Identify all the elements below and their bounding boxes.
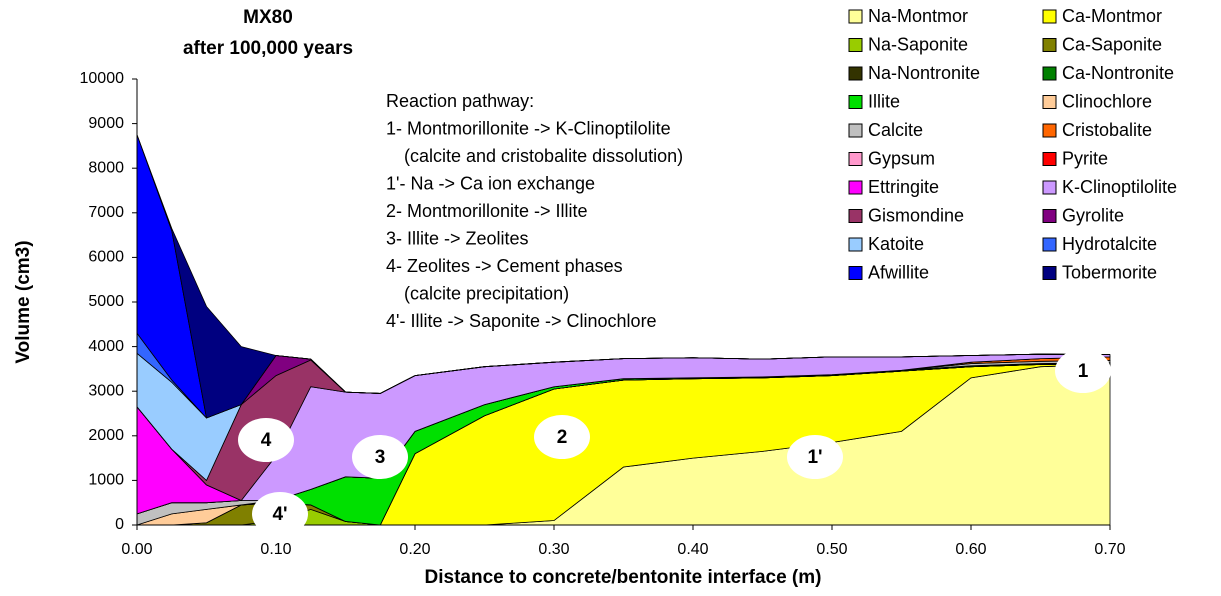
- legend-swatch: [848, 9, 863, 24]
- legend-swatch: [848, 180, 863, 195]
- annotation: 1'- Na -> Ca ion exchange: [386, 173, 595, 193]
- annotation: 2- Montmorillonite -> Illite: [386, 201, 588, 221]
- y-tick-label: 3000: [88, 382, 124, 399]
- marker-label: 2: [557, 427, 568, 448]
- y-tick-label: 1000: [88, 472, 124, 489]
- legend-label: Ca-Nontronite: [1062, 63, 1174, 83]
- marker-label: 4': [272, 504, 287, 525]
- marker-label: 1': [807, 447, 822, 468]
- legend-label: Calcite: [868, 120, 923, 140]
- legend-label: Na-Montmor: [868, 6, 968, 26]
- legend-swatch: [1042, 237, 1057, 252]
- x-tick-label: 0.20: [399, 541, 430, 558]
- legend-label: Cristobalite: [1062, 120, 1152, 140]
- marker-circle: [238, 418, 294, 462]
- legend-label: Katoite: [868, 234, 924, 254]
- legend-swatch: [1042, 95, 1057, 109]
- annotation: Reaction pathway:: [386, 91, 534, 111]
- legend-label: Na-Saponite: [868, 34, 968, 54]
- x-axis-title: Distance to concrete/bentonite interface…: [425, 567, 822, 588]
- marker-circle: [787, 435, 843, 479]
- x-tick-label: 0.70: [1094, 541, 1125, 558]
- legend-label: Ca-Montmor: [1062, 6, 1162, 26]
- legend-label: K-Clinoptilolite: [1062, 177, 1177, 197]
- legend-swatch: [1042, 38, 1057, 52]
- legend-label: Ettringite: [868, 177, 939, 197]
- legend-swatch: [1042, 266, 1057, 280]
- y-tick-label: 4000: [88, 338, 124, 355]
- legend-label: Gismondine: [868, 205, 964, 225]
- annotation: 1- Montmorillonite -> K-Clinoptilolite: [386, 118, 671, 138]
- annotation: 3- Illite -> Zeolites: [386, 228, 529, 248]
- y-tick-label: 6000: [88, 249, 124, 266]
- marker-label: 4: [261, 430, 272, 451]
- legend-swatch: [848, 123, 863, 138]
- legend-swatch: [848, 209, 863, 223]
- legend-label: Hydrotalcite: [1062, 234, 1157, 254]
- marker-label: 1: [1078, 361, 1089, 382]
- legend-swatch: [848, 66, 863, 81]
- marker-circle: [534, 415, 590, 459]
- x-tick-label: 0.10: [260, 541, 291, 558]
- plot-area: [136, 134, 1111, 526]
- y-tick-label: 7000: [88, 204, 124, 221]
- legend-swatch: [1042, 9, 1057, 24]
- annotation: (calcite precipitation): [404, 283, 569, 303]
- marker-circle: [1055, 349, 1111, 393]
- legend-swatch: [848, 95, 863, 109]
- annotation: 4'- Illite -> Saponite -> Clinochlore: [386, 311, 657, 331]
- marker-circle: [352, 435, 408, 479]
- y-tick-label: 10000: [80, 70, 125, 87]
- area: [136, 134, 1111, 419]
- legend-label: Gypsum: [868, 148, 935, 168]
- x-tick-label: 0.60: [955, 541, 986, 558]
- legend-swatch: [1042, 66, 1057, 81]
- annotation: 4- Zeolites -> Cement phases: [386, 256, 623, 276]
- x-tick-label: 0.30: [538, 541, 569, 558]
- x-tick-label: 0.40: [677, 541, 708, 558]
- legend-label: Pyrite: [1062, 148, 1108, 168]
- legend-swatch: [1042, 209, 1057, 223]
- legend-label: Clinochlore: [1062, 91, 1152, 111]
- legend-label: Ca-Saponite: [1062, 34, 1162, 54]
- chart-title: MX80: [243, 7, 293, 28]
- legend-swatch: [848, 266, 863, 280]
- chart-subtitle: after 100,000 years: [183, 38, 353, 59]
- x-tick-label: 0.50: [816, 541, 847, 558]
- legend-swatch: [848, 237, 863, 252]
- y-axis-title: Volume (cm3): [13, 240, 34, 363]
- marker-label: 3: [375, 447, 386, 468]
- legend-label: Tobermorite: [1062, 262, 1157, 282]
- legend-swatch: [1042, 152, 1057, 166]
- y-tick-label: 2000: [88, 427, 124, 444]
- legend-label: Afwillite: [868, 262, 929, 282]
- annotation: (calcite and cristobalite dissolution): [404, 146, 683, 166]
- legend-swatch: [1042, 123, 1057, 138]
- y-tick-label: 0: [115, 516, 124, 533]
- legend-swatch: [848, 152, 863, 166]
- legend-label: Illite: [868, 91, 900, 111]
- y-tick-label: 8000: [88, 159, 124, 176]
- y-tick-label: 5000: [88, 293, 124, 310]
- legend-swatch: [1042, 180, 1057, 195]
- legend-label: Na-Nontronite: [868, 63, 980, 83]
- marker-circle: [252, 492, 308, 536]
- legend-label: Gyrolite: [1062, 205, 1124, 225]
- legend-swatch: [848, 38, 863, 52]
- x-tick-label: 0.00: [121, 541, 152, 558]
- y-tick-label: 9000: [88, 115, 124, 132]
